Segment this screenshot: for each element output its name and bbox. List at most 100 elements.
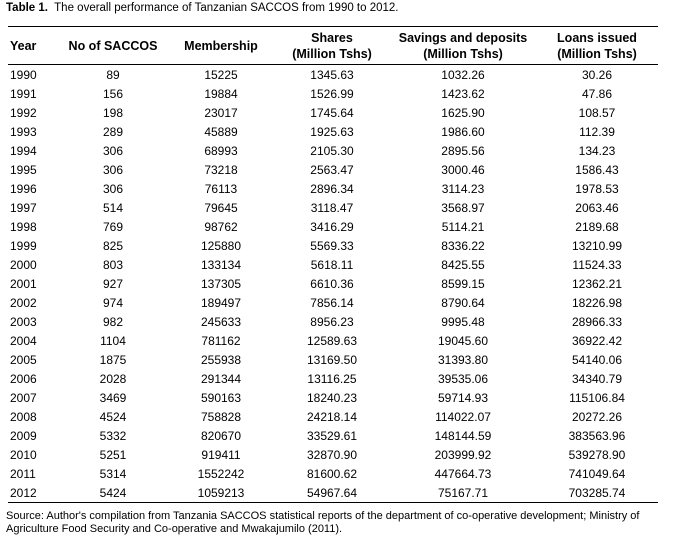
cell-savings-deposits: 5114.21 [441, 219, 485, 234]
cell-loans-issued: 134.23 [578, 143, 616, 158]
cell-savings-deposits: 148144.59 [434, 428, 492, 443]
cell-savings-deposits: 3000.46 [441, 162, 485, 177]
cell-membership: 1059213 [168, 483, 274, 503]
cell-no-of-saccos: 927 [102, 276, 124, 291]
cell-membership: 68993 [204, 143, 238, 158]
cell-year: 1998 [10, 219, 37, 234]
caption-label: Table 1. [6, 2, 48, 14]
cell-membership: 73218 [204, 162, 238, 177]
cell-savings-deposits: 59714.93 [437, 390, 489, 405]
cell-savings-deposits: 39535.06 [437, 371, 489, 386]
cell-year: 1995 [10, 162, 37, 177]
cell-membership: 19884 [204, 86, 238, 101]
cell-shares: 1925.63 [310, 124, 354, 139]
table-header-row: Year No of SACCOS Membership Shares (Mil… [8, 26, 658, 65]
cell-shares: 3416.29 [310, 219, 354, 234]
cell-shares: 54967.64 [274, 483, 390, 503]
cell-membership: 23017 [204, 105, 238, 120]
table-body: 1990 89 15225 1345.63 1032.26 30.26 1991 156 198… [8, 65, 658, 503]
cell-membership: 98762 [204, 219, 238, 234]
table-row: 2001 927 137305 6610.36 8599.15 12362.21 [8, 274, 658, 293]
cell-year: 2005 [10, 352, 37, 367]
cell-shares: 13116.25 [307, 371, 357, 386]
cell-savings-deposits: 31393.80 [437, 352, 489, 367]
cell-savings-deposits: 1986.60 [441, 124, 485, 139]
cell-loans-issued: 383563.96 [568, 428, 626, 443]
cell-loans-issued: 1978.53 [575, 181, 619, 196]
cell-year: 2000 [10, 257, 37, 272]
cell-membership: 291344 [200, 371, 242, 386]
cell-loans-issued: 115106.84 [569, 390, 625, 405]
cell-savings-deposits: 203999.92 [434, 447, 492, 462]
cell-loans-issued: 108.57 [578, 105, 616, 120]
cell-shares: 8956.23 [310, 314, 354, 329]
cell-no-of-saccos: 514 [102, 200, 124, 215]
cell-shares: 12589.63 [306, 333, 358, 348]
cell-loans-issued: 2063.46 [575, 200, 619, 215]
cell-no-of-saccos: 5424 [58, 483, 168, 503]
cell-savings-deposits: 9995.48 [441, 314, 485, 329]
table-row: 1990 89 15225 1345.63 1032.26 30.26 [8, 65, 658, 85]
cell-shares: 2896.34 [310, 181, 354, 196]
cell-year: 2012 [8, 483, 58, 503]
cell-savings-deposits: 8425.55 [441, 257, 485, 272]
cell-year: 1993 [10, 124, 37, 139]
table-row: 2009 5332 820670 33529.61 148144.59 383563.96 [8, 426, 658, 445]
cell-membership: 76113 [204, 181, 238, 196]
cell-no-of-saccos: 1875 [99, 352, 127, 367]
cell-membership: 137305 [200, 276, 242, 291]
cell-no-of-saccos: 1104 [100, 333, 126, 348]
cell-shares: 1526.99 [310, 86, 354, 101]
cell-year: 1996 [10, 181, 37, 196]
cell-no-of-saccos: 2028 [99, 371, 127, 386]
cell-membership: 125880 [200, 238, 242, 253]
table-row: 1998 769 98762 3416.29 5114.21 2189.68 [8, 217, 658, 236]
table-row: 2005 1875 255938 13169.50 31393.80 54140.06 [8, 350, 658, 369]
cell-savings-deposits: 1423.62 [441, 86, 485, 101]
cell-shares: 81600.62 [306, 466, 358, 481]
cell-savings-deposits: 1625.90 [441, 105, 485, 120]
cell-loans-issued: 28966.33 [571, 314, 623, 329]
cell-year: 1999 [10, 238, 37, 253]
cell-year: 2002 [10, 295, 37, 310]
source-note: Source: Author's compilation from Tanzan… [6, 510, 640, 535]
table-row: 1992 198 23017 1745.64 1625.90 108.57 [8, 103, 658, 122]
cell-savings-deposits: 19045.60 [437, 333, 489, 348]
cell-year: 2007 [10, 390, 37, 405]
cell-no-of-saccos: 289 [102, 124, 124, 139]
table-row: 1996 306 76113 2896.34 3114.23 1978.53 [8, 179, 658, 198]
cell-loans-issued: 13210.99 [571, 238, 623, 253]
cell-year: 2009 [10, 428, 37, 443]
cell-year: 2010 [10, 447, 37, 462]
table-row: 2008 4524 758828 24218.14 114022.07 20272.26 [8, 407, 658, 426]
cell-savings-deposits: 3568.97 [441, 200, 485, 215]
table-row: 2000 803 133134 5618.11 8425.55 11524.33 [8, 255, 658, 274]
cell-year: 1997 [10, 200, 37, 215]
cell-no-of-saccos: 306 [102, 162, 124, 177]
cell-no-of-saccos: 306 [102, 181, 124, 196]
cell-no-of-saccos: 5314 [99, 466, 127, 481]
cell-loans-issued: 36922.42 [571, 333, 623, 348]
cell-loans-issued: 18226.98 [571, 295, 623, 310]
cell-no-of-saccos: 5251 [99, 447, 127, 462]
cell-shares: 6610.36 [310, 276, 354, 291]
cell-shares: 2563.47 [310, 162, 354, 177]
cell-no-of-saccos: 4524 [99, 409, 127, 424]
cell-shares: 1745.64 [310, 105, 354, 120]
cell-savings-deposits: 1032.26 [441, 67, 485, 82]
cell-year: 1991 [10, 86, 37, 101]
cell-loans-issued: 34340.79 [571, 371, 623, 386]
cell-membership: 79645 [204, 200, 238, 215]
header-savings-deposits: Savings and deposits (Million Tshs) [390, 26, 536, 65]
cell-loans-issued: 703285.74 [536, 483, 658, 503]
table-row: 1994 306 68993 2105.30 2895.56 134.23 [8, 141, 658, 160]
cell-savings-deposits: 447664.73 [434, 466, 492, 481]
cell-year: 1992 [10, 105, 37, 120]
cell-savings-deposits: 114022.07 [435, 409, 491, 424]
cell-year: 1990 [10, 67, 37, 82]
cell-no-of-saccos: 198 [102, 105, 124, 120]
cell-savings-deposits: 8599.15 [441, 276, 485, 291]
cell-loans-issued: 11524.33 [572, 257, 622, 272]
table-row: 2004 1104 781162 12589.63 19045.60 36922.42 [8, 331, 658, 350]
cell-shares: 2105.30 [310, 143, 354, 158]
